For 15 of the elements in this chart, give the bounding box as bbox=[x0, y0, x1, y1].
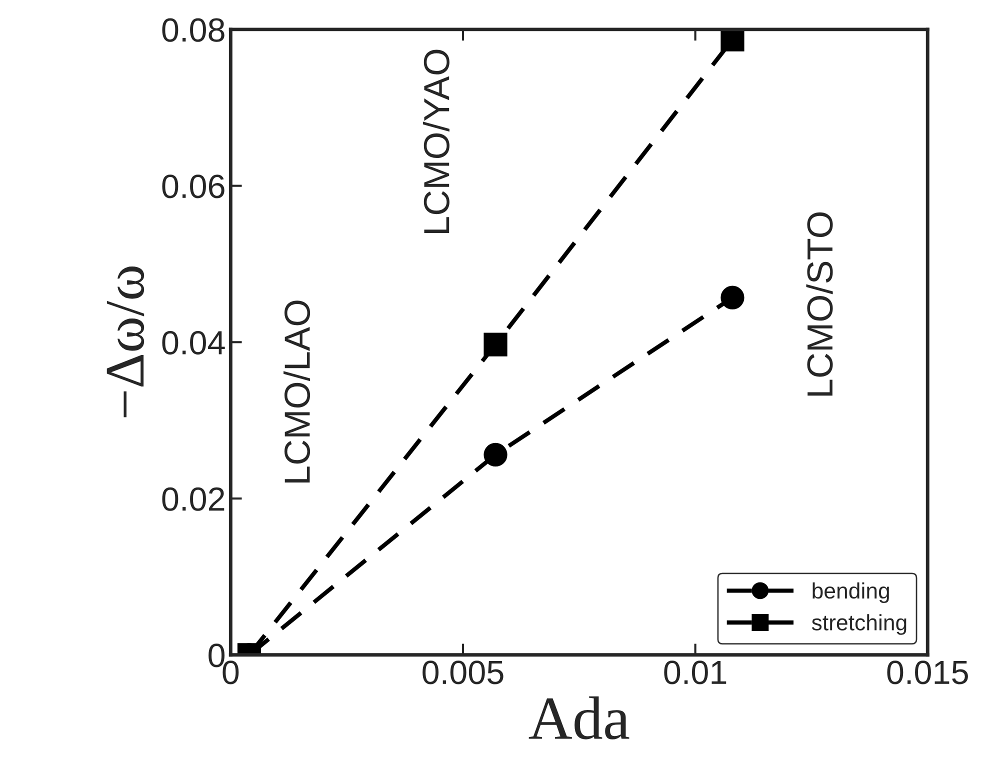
x-tick-label: 0.015 bbox=[887, 660, 968, 684]
y-tick-label: 0.02 bbox=[162, 487, 224, 511]
x-axis-title: Ada bbox=[528, 696, 630, 740]
y-axis-title: −Δω/ω bbox=[106, 266, 144, 418]
y-tick-label: 0 bbox=[208, 644, 225, 668]
legend-label: bending bbox=[812, 582, 889, 604]
y-tick-label: 0.08 bbox=[162, 18, 224, 42]
annotation: LCMO/LAO bbox=[284, 300, 310, 483]
annotation: LCMO/STO bbox=[806, 212, 833, 396]
y-tick-label: 0.04 bbox=[162, 330, 225, 355]
x-tick-label: 0.005 bbox=[422, 660, 504, 684]
y-tick-label: 0.06 bbox=[162, 174, 224, 198]
annotation: LCMO/YAO bbox=[422, 50, 450, 234]
legend-label: stretching bbox=[812, 614, 906, 635]
x-tick-label: 0.01 bbox=[664, 660, 726, 684]
